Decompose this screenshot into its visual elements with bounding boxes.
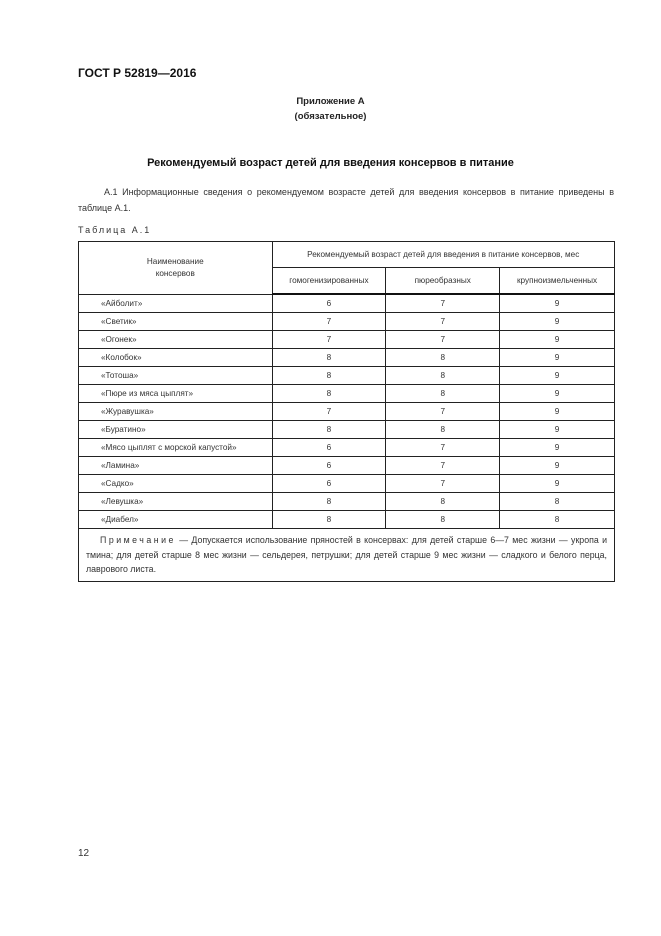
age-value: 8 — [271, 384, 387, 403]
product-name: «Диабел» — [78, 510, 273, 529]
age-value: 9 — [499, 402, 615, 421]
table-row: «Тотоша» 8 8 9 — [78, 366, 615, 385]
age-value: 7 — [385, 456, 501, 475]
age-value: 8 — [385, 384, 501, 403]
age-value: 8 — [385, 420, 501, 439]
age-value: 7 — [385, 474, 501, 493]
product-name: «Буратино» — [78, 420, 273, 439]
table-row: «Ламина» 6 7 9 — [78, 456, 615, 475]
age-value: 9 — [499, 456, 615, 475]
age-value: 7 — [385, 330, 501, 349]
table-row: «Буратино» 8 8 9 — [78, 420, 615, 439]
age-value: 7 — [271, 330, 387, 349]
table-row: «Айболит» 6 7 9 — [78, 293, 615, 313]
age-value: 6 — [271, 293, 387, 313]
product-name: «Тотоша» — [78, 366, 273, 385]
table-row: «Колобок» 8 8 9 — [78, 348, 615, 367]
age-value: 9 — [499, 474, 615, 493]
age-value: 8 — [271, 492, 387, 511]
document-id: ГОСТ Р 52819—2016 — [78, 66, 197, 80]
column-header: пюреобразных — [385, 267, 501, 295]
age-value: 7 — [385, 312, 501, 331]
product-name: «Ламина» — [78, 456, 273, 475]
age-value: 8 — [385, 348, 501, 367]
column-header: гомогенизированных — [271, 267, 387, 295]
table-row: «Журавушка» 7 7 9 — [78, 402, 615, 421]
age-value: 6 — [271, 438, 387, 457]
product-name: «Айболит» — [78, 293, 273, 313]
age-value: 9 — [499, 330, 615, 349]
age-value: 8 — [385, 492, 501, 511]
age-value: 8 — [271, 510, 387, 529]
age-value: 8 — [385, 366, 501, 385]
age-value: 6 — [271, 456, 387, 475]
age-value: 7 — [271, 402, 387, 421]
age-value: 9 — [499, 384, 615, 403]
age-value: 7 — [385, 402, 501, 421]
table-row: «Пюре из мяса цыплят» 8 8 9 — [78, 384, 615, 403]
age-value: 7 — [271, 312, 387, 331]
note-text: — Допускается использование пряностей в … — [86, 535, 607, 574]
section-title: Рекомендуемый возраст детей для введения… — [147, 157, 514, 169]
product-name: «Колобок» — [78, 348, 273, 367]
annex-status: (обязательное) — [294, 111, 367, 122]
product-name: «Пюре из мяса цыплят» — [78, 384, 273, 403]
table-note: Примечание — Допускается использование п… — [78, 528, 615, 582]
product-name: «Садко» — [78, 474, 273, 493]
age-value: 6 — [271, 474, 387, 493]
column-header: крупноизмельченных — [499, 267, 615, 295]
table-row: «Садко» 6 7 9 — [78, 474, 615, 493]
product-name: «Журавушка» — [78, 402, 273, 421]
paragraph-a1: А.1 Информационные сведения о рекомендуе… — [78, 187, 614, 213]
table-caption: Таблица А.1 — [78, 225, 152, 235]
age-value: 8 — [271, 348, 387, 367]
product-name: «Левушка» — [78, 492, 273, 511]
age-value: 9 — [499, 420, 615, 439]
age-value: 7 — [385, 293, 501, 313]
table-row: «Диабел» 8 8 8 — [78, 510, 615, 529]
age-value: 9 — [499, 312, 615, 331]
table-row: «Светик» 7 7 9 — [78, 312, 615, 331]
table-row: «Левушка» 8 8 8 — [78, 492, 615, 511]
note-label: Примечание — [100, 535, 176, 545]
age-value: 8 — [499, 510, 615, 529]
age-value: 8 — [385, 510, 501, 529]
table-row: «Мясо цыплят с морской капустой» 6 7 9 — [78, 438, 615, 457]
table-row: «Огонек» 7 7 9 — [78, 330, 615, 349]
annex-title: Приложение А — [296, 96, 365, 107]
age-value: 9 — [499, 438, 615, 457]
page-number: 12 — [78, 848, 90, 859]
age-value: 8 — [271, 366, 387, 385]
age-value: 7 — [385, 438, 501, 457]
header-name: Наименование консервов — [78, 241, 273, 295]
header-group: Рекомендуемый возраст детей для введения… — [271, 241, 616, 268]
age-value: 9 — [499, 366, 615, 385]
age-value: 9 — [499, 293, 615, 313]
product-name: «Светик» — [78, 312, 273, 331]
product-name: «Огонек» — [78, 330, 273, 349]
age-table: Наименование консервов Рекомендуемый воз… — [78, 241, 616, 582]
age-value: 9 — [499, 348, 615, 367]
age-value: 8 — [271, 420, 387, 439]
product-name: «Мясо цыплят с морской капустой» — [78, 438, 273, 457]
age-value: 8 — [499, 492, 615, 511]
